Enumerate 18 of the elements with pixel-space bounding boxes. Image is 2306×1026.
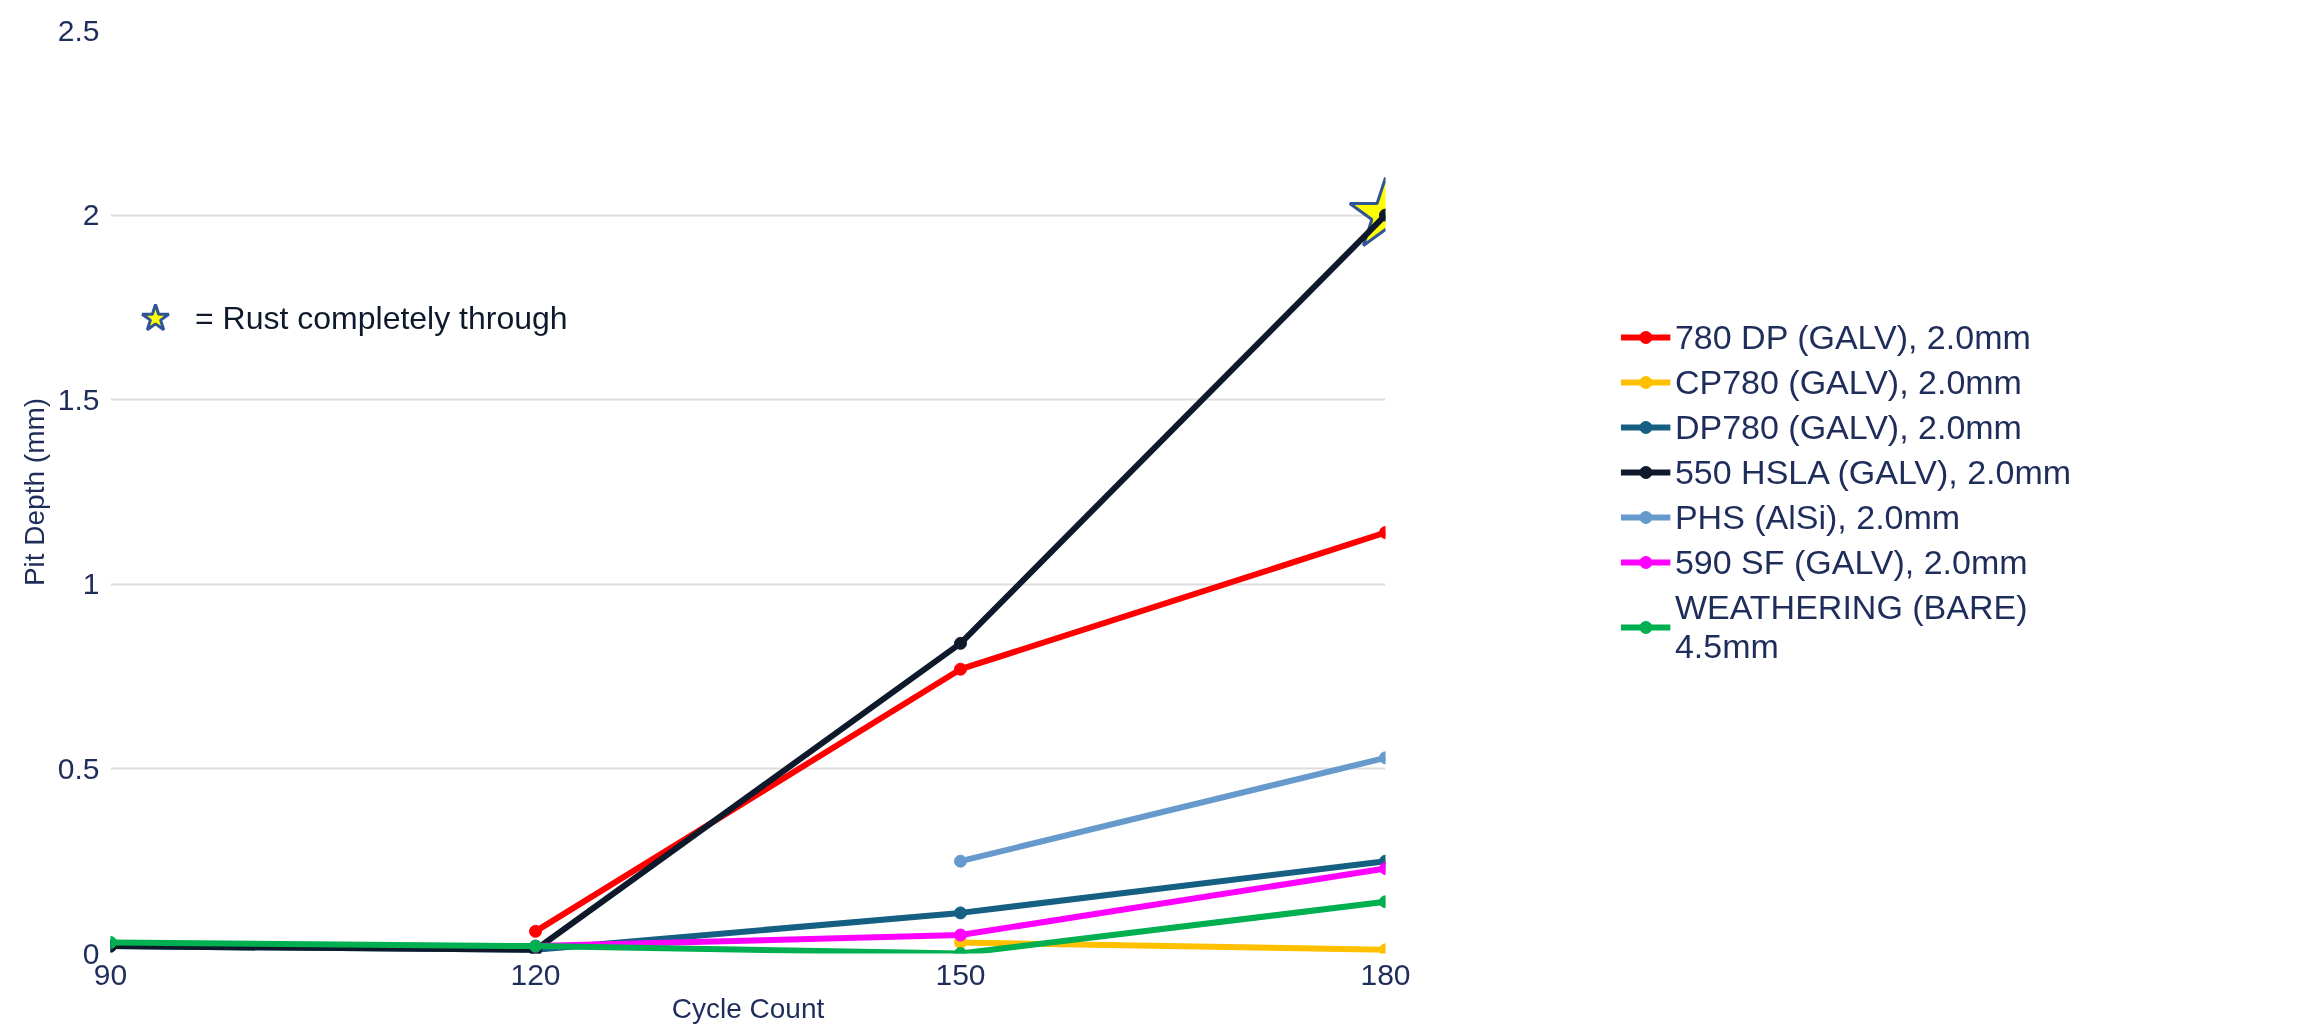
x-axis-title: Cycle Count xyxy=(671,992,825,1024)
y-tick-label: 2.5 xyxy=(57,13,100,47)
y-tick-label: 0.5 xyxy=(57,751,100,785)
x-tick-label: 150 xyxy=(935,957,986,991)
x-tick-label: 180 xyxy=(1360,957,1411,991)
y-axis-title: Pit Depth (mm) xyxy=(18,397,50,587)
legend-label: PHS (AlSi), 2.0mm xyxy=(1674,497,1961,537)
x-tick-label: 120 xyxy=(510,957,561,991)
legend-label: = Rust completely through xyxy=(195,299,568,337)
legend-label: CP780 (GALV), 2.0mm xyxy=(1674,362,2022,402)
legend-label: DP780 (GALV), 2.0mm xyxy=(1674,407,2022,447)
y-tick-label: 1.5 xyxy=(57,382,100,416)
y-tick-label: 2 xyxy=(82,198,100,232)
legend-label: 590 SF (GALV), 2.0mm xyxy=(1674,542,2028,582)
legend-label: 780 DP (GALV), 2.0mm xyxy=(1674,317,2031,357)
legend-label: WEATHERING (BARE) 4.5mm xyxy=(1674,587,2028,666)
y-tick-label: 1 xyxy=(82,567,100,601)
legend-label: 550 HSLA (GALV), 2.0mm xyxy=(1674,452,2072,492)
